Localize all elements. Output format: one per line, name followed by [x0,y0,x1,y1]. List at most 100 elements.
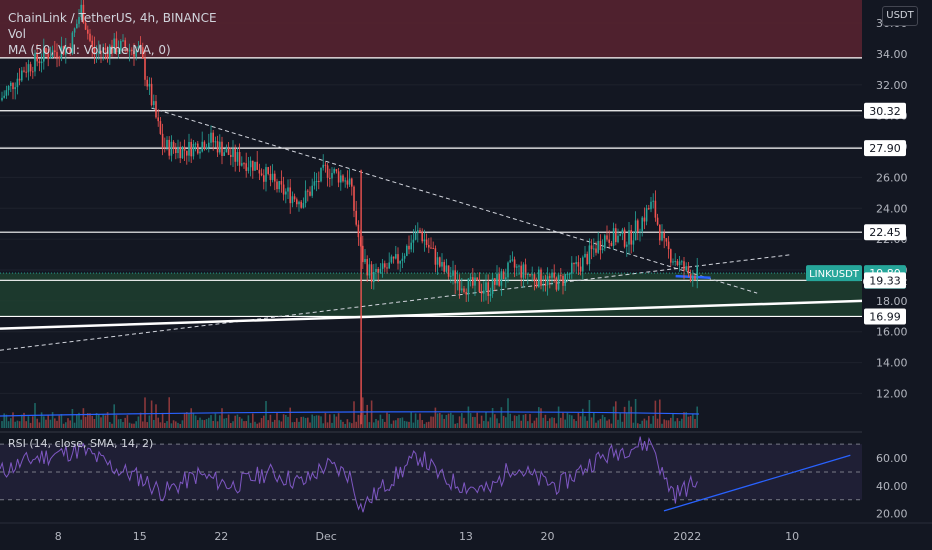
volume-bar [432,416,434,428]
candle-body [124,40,126,49]
volume-bar [368,422,371,428]
price-label-white[interactable]: 16.99 [864,308,906,325]
volume-bar [276,412,278,428]
candle-body [368,264,371,276]
volume-bar [568,414,571,428]
candle-body [109,45,111,58]
candle-body [463,288,465,293]
candle-body [439,257,441,267]
volume-bar [500,407,503,428]
volume-bar [282,414,285,428]
candle-body [670,249,672,263]
price-label-white[interactable]: 19.33 [864,272,906,289]
price-label-white[interactable]: 30.32 [864,102,906,119]
volume-bar [390,423,393,428]
candle-body [538,269,540,287]
candle-body [232,148,234,157]
candle-body [634,220,637,241]
volume-bar [472,416,474,428]
candle-body [593,248,595,250]
volume-bar [661,423,663,428]
price-label-white[interactable]: 22.45 [864,224,906,241]
rsi-legend[interactable]: RSI (14, close, SMA, 14, 2) [8,437,154,450]
price-tick-label: 12.00 [876,387,908,400]
volume-bar [14,421,16,428]
candle-body [419,230,421,233]
price-label-text: 27.90 [869,142,901,155]
candle-body [12,82,14,90]
volume-bar [513,415,516,428]
candle-body [34,53,36,72]
volume-bar [307,417,309,428]
volume-bar [606,420,608,428]
candle-body [282,184,285,195]
candle-body [87,29,89,34]
candle-body [588,245,591,265]
volume-bar [216,421,219,428]
volume-bar [201,419,203,428]
volume-bar [1,421,3,428]
volume-bar [271,421,274,428]
candle-body [131,49,133,52]
volume-bar [260,418,263,428]
volume-bar [419,413,421,428]
candle-body [318,180,320,182]
candle-body [524,264,527,275]
volume-bar [595,422,597,428]
candle-body [443,262,445,272]
ma-legend[interactable]: MA (50, Vol: Volume MA, 0) [8,43,171,57]
candle-body [128,49,131,52]
volume-bar [632,422,635,428]
candle-body [577,262,580,267]
volume-bar [359,415,362,428]
price-label-white[interactable]: 27.90 [864,140,906,157]
candle-body [150,83,153,106]
symbol-badge[interactable] [806,265,862,282]
candle-body [522,264,525,278]
vol-legend[interactable]: Vol [8,27,26,41]
volume-bar [397,418,399,428]
descending-trendline[interactable] [151,107,758,294]
candle-body [650,201,652,210]
candle-body [630,230,632,245]
symbol-title[interactable]: ChainLink / TetherUS, 4h, BINANCE [8,11,217,25]
candle-body [546,276,549,286]
candle-body [441,262,443,267]
candle-body [544,284,547,286]
price-label-box [864,140,906,157]
volume-bar [507,398,509,428]
candle-body [274,173,276,182]
candle-body [436,257,439,265]
currency-button[interactable]: USDT [882,6,918,26]
candle-body [483,290,485,294]
candle-body [461,288,463,291]
volume-bar [540,408,542,428]
volume-bar [346,419,349,428]
candle-body [25,71,27,73]
volume-bar [65,422,67,428]
candle-body [205,147,208,150]
volume-bar [399,418,401,428]
volume-bar [113,404,115,428]
volume-bar [623,406,626,428]
candle-body [243,163,245,165]
volume-bar [685,412,687,428]
rsi-trendline[interactable] [663,454,851,512]
volume-bar [502,415,505,428]
volume-bar [258,422,261,428]
volume-bar [597,420,599,428]
candle-body [348,178,351,185]
volume-bar [62,423,65,428]
time-tick-label: 13 [459,530,473,543]
volume-bar [630,406,632,428]
candle-body [414,232,417,240]
candle-body [166,139,168,148]
candle-body [98,51,100,53]
candle-body [392,256,395,259]
volume-bar [45,419,47,428]
volume-bar [593,412,595,428]
volume-bar [551,417,553,428]
time-tick-label: 8 [55,530,62,543]
support-trendline[interactable] [0,299,863,330]
